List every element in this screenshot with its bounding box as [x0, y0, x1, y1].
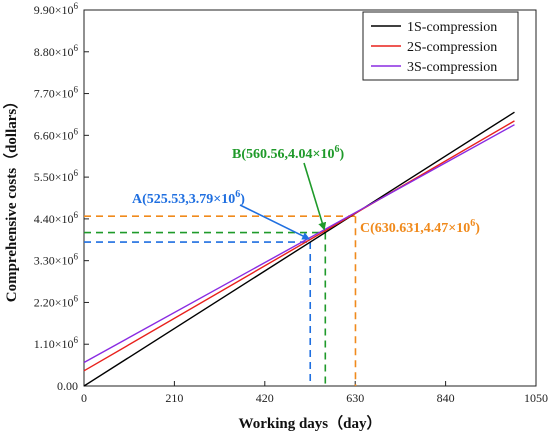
x-tick-label: 840 [437, 391, 455, 405]
legend: 1S-compression 2S-compression 3S-compressi… [362, 11, 519, 81]
x-tick-label: 0 [81, 391, 87, 405]
axis-ticks: 0 210 420 630 840 1050 0.00 1.10×106 2.20×106 3.3… [34, 1, 548, 405]
annotation-guides [84, 215, 357, 386]
y-tick-label: 9.90×106 [34, 1, 79, 17]
y-tick-label: 5.50×106 [34, 168, 79, 184]
series-lines [83, 111, 515, 387]
y-tick-label: 0.00 [57, 379, 78, 393]
annotation-label-a: A(525.53,3.79×106) [132, 189, 245, 207]
legend-label: 1S-compression [407, 20, 497, 35]
annotation-arrow-b [303, 162, 327, 231]
y-tick-label: 4.40×106 [34, 210, 79, 226]
y-tick-label: 6.60×106 [34, 126, 79, 142]
plot-area [83, 9, 537, 387]
x-tick-label: 210 [165, 391, 183, 405]
y-tick-label: 7.70×106 [34, 85, 79, 101]
series-line-2s-compression [83, 120, 515, 372]
annotation-arrow-a [239, 204, 311, 240]
x-axis-title: Working days（day） [239, 414, 382, 432]
annotation-label-b: B(560.56,4.04×106) [232, 144, 344, 162]
annotations: A(525.53,3.79×106) B(560.56,4.04×106) C(63… [132, 144, 480, 240]
series-line-3s-compression [83, 124, 515, 364]
legend-label: 3S-compression [407, 60, 497, 75]
series-line-1s-compression [83, 111, 515, 387]
y-tick-label: 2.20×106 [34, 293, 79, 309]
x-tick-label: 420 [256, 391, 274, 405]
y-tick-label: 1.10×106 [34, 335, 79, 351]
y-axis-title: Comprehensive costs（dollars） [2, 94, 20, 302]
legend-label: 2S-compression [407, 40, 497, 55]
y-tick-label: 8.80×106 [34, 43, 79, 59]
y-tick-label: 3.30×106 [34, 252, 79, 268]
annotation-label-c: C(630.631,4.47×106) [360, 218, 480, 236]
x-tick-label: 1050 [524, 391, 548, 405]
x-tick-label: 630 [346, 391, 364, 405]
